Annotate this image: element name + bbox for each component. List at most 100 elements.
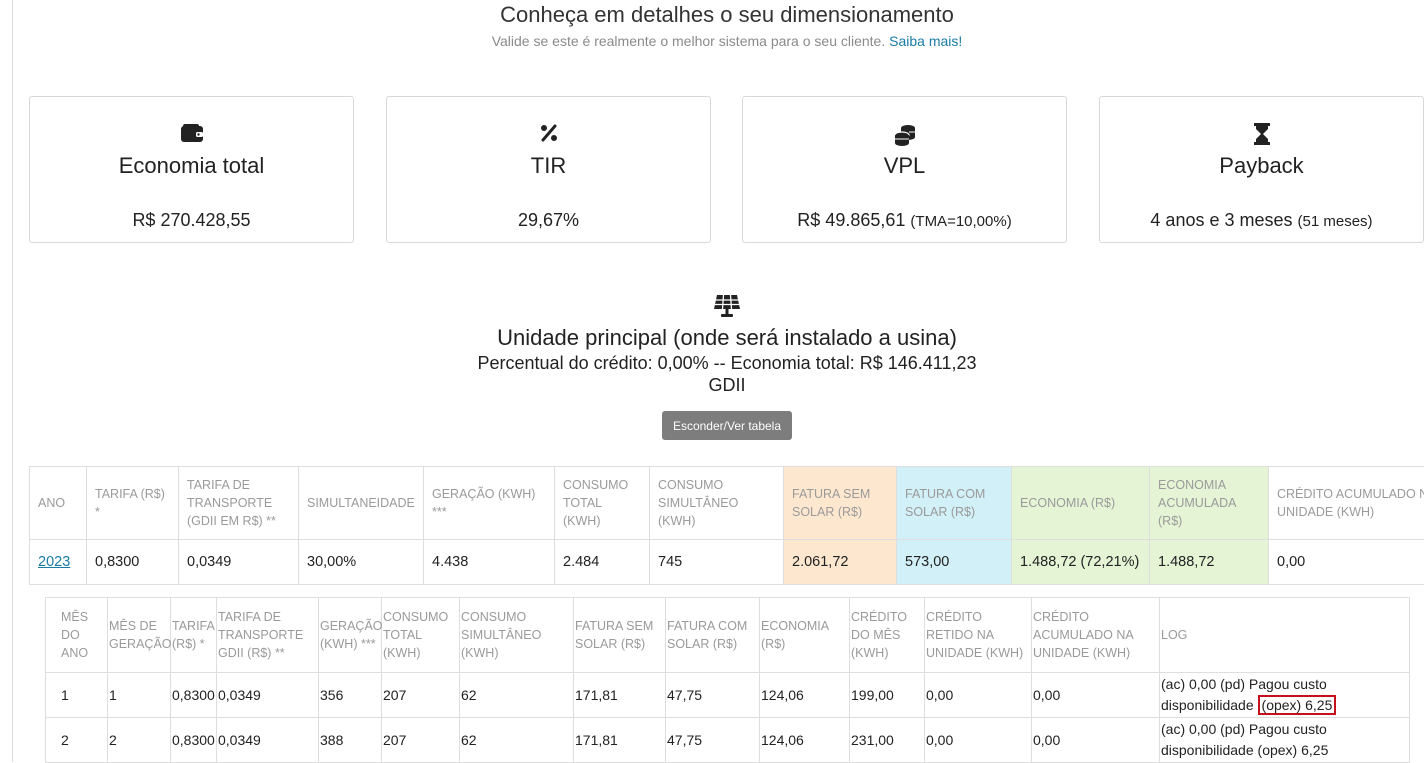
year-table-header: ANO TARIFA (R$) * TARIFA DE TRANSPORTE (… [30,467,1424,540]
col-header: FATURA SEM SOLAR (R$) [574,598,666,673]
unit-title: Unidade principal (onde será instalado a… [0,324,1424,352]
card-vpl: VPL R$ 49.865,61 (TMA=10,00%) [742,96,1067,243]
table-cell: 0,00 [925,673,1032,718]
card-economia-total: Economia total R$ 270.428,55 [29,96,354,243]
card-value: R$ 49.865,61 (TMA=10,00%) [743,210,1066,231]
credit-line: Percentual do crédito: 0,00% -- Economia… [0,352,1424,374]
unit-type: GDII [0,374,1424,396]
table-cell: 388 [319,718,382,763]
table-cell: 1.488,72 (72,21%) [1012,540,1150,585]
card-title: TIR [387,153,710,179]
coins-icon [743,123,1066,147]
col-header: SIMULTANEIDADE [299,467,424,540]
table-cell: 62 [460,718,574,763]
table-cell: 47,75 [666,673,760,718]
card-value: R$ 270.428,55 [30,210,353,231]
card-value: 29,67% [387,210,710,231]
table-cell: 573,00 [897,540,1012,585]
opex-text: (opex) 6,25 [1258,742,1329,758]
col-header: MÊS DO ANO [46,598,108,673]
col-header: TARIFA (R$) * [87,467,179,540]
table-cell: 0,00 [1269,540,1424,585]
col-header: FATURA COM SOLAR (R$) [897,467,1012,540]
toggle-table-button[interactable]: Esconder/Ver tabela [662,411,792,440]
table-cell: 1 [108,673,171,718]
col-header: ECONOMIA ACUMULADA (R$) [1150,467,1269,540]
table-cell: 0,0349 [217,718,319,763]
col-header: LOG [1160,598,1410,673]
table-cell: 0,00 [925,718,1032,763]
table-cell: 171,81 [574,673,666,718]
table-cell: 2.061,72 [784,540,897,585]
col-header: CONSUMO SIMULTÂNEO (KWH) [650,467,784,540]
table-cell: 4.438 [424,540,555,585]
table-cell: 231,00 [850,718,925,763]
col-header: CRÉDITO RETIDO NA UNIDADE (KWH) [925,598,1032,673]
table-cell: 2 [46,718,108,763]
col-header: ANO [30,467,87,540]
card-title: Economia total [30,153,353,179]
col-header: TARIFA DE TRANSPORTE (GDII EM R$) ** [179,467,299,540]
col-header: GERAÇÃO (KWH) *** [319,598,382,673]
card-value: 4 anos e 3 meses (51 meses) [1100,210,1423,231]
table-cell: 0,00 [1032,718,1160,763]
col-header: TARIFA DE TRANSPORTE GDII (R$) ** [217,598,319,673]
year-cell[interactable]: 2023 [30,540,87,585]
table-cell: 0,8300 [87,540,179,585]
card-payback: Payback 4 anos e 3 meses (51 meses) [1099,96,1424,243]
col-header: MÊS DE GERAÇÃO [108,598,171,673]
wallet-icon [30,123,353,147]
year-table: ANO TARIFA (R$) * TARIFA DE TRANSPORTE (… [29,466,1424,585]
year-link[interactable]: 2023 [38,554,70,570]
col-header: ECONOMIA (R$) [1012,467,1150,540]
table-cell: 207 [382,673,460,718]
col-header: GERAÇÃO (KWH) *** [424,467,555,540]
log-cell: (ac) 0,00 (pd) Pagou custo disponibilida… [1160,718,1410,763]
col-header: TARIFA (R$) * [171,598,217,673]
col-header: CONSUMO TOTAL (KWH) [382,598,460,673]
card-title: VPL [743,153,1066,179]
table-cell: 0,8300 [171,718,217,763]
col-header: CONSUMO SIMULTÂNEO (KWH) [460,598,574,673]
table-cell: 0,8300 [171,673,217,718]
table-cell: 30,00% [299,540,424,585]
col-header: FATURA COM SOLAR (R$) [666,598,760,673]
table-row: 2023 0,8300 0,0349 30,00% 4.438 2.484 74… [30,540,1424,585]
table-row: 2 2 0,8300 0,0349 388 207 62 171,81 47,7… [46,718,1410,763]
table-cell: 0,0349 [179,540,299,585]
unit-section: Unidade principal (onde será instalado a… [0,294,1424,396]
table-cell: 0,0349 [217,673,319,718]
col-header: FATURA SEM SOLAR (R$) [784,467,897,540]
page-subtitle: Valide se este é realmente o melhor sist… [0,33,1424,49]
table-cell: 124,06 [760,673,850,718]
table-cell: 62 [460,673,574,718]
table-cell: 1.488,72 [1150,540,1269,585]
solar-panel-icon [0,294,1424,322]
hourglass-icon [1100,123,1423,147]
table-cell: 2.484 [555,540,650,585]
opex-highlight: (opex) 6,25 [1258,695,1337,715]
table-cell: 745 [650,540,784,585]
subtitle-text: Valide se este é realmente o melhor sist… [492,33,886,49]
card-title: Payback [1100,153,1423,179]
page-title: Conheça em detalhes o seu dimensionament… [0,2,1424,28]
col-header: CONSUMO TOTAL (KWH) [555,467,650,540]
col-header: CRÉDITO ACUMULADO NA UNIDADE (KWH) [1032,598,1160,673]
col-header: CRÉDITO ACUMULADO NA UNIDADE (KWH) [1269,467,1424,540]
col-header: CRÉDITO DO MÊS (KWH) [850,598,925,673]
card-tir: TIR 29,67% [386,96,711,243]
log-cell: (ac) 0,00 (pd) Pagou custo disponibilida… [1160,673,1410,718]
table-row: 1 1 0,8300 0,0349 356 207 62 171,81 47,7… [46,673,1410,718]
learn-more-link[interactable]: Saiba mais! [889,33,962,49]
table-cell: 171,81 [574,718,666,763]
month-table-header: MÊS DO ANO MÊS DE GERAÇÃO TARIFA (R$) * … [46,598,1410,673]
table-cell: 199,00 [850,673,925,718]
month-table: MÊS DO ANO MÊS DE GERAÇÃO TARIFA (R$) * … [45,597,1410,763]
col-header: ECONOMIA (R$) [760,598,850,673]
table-cell: 2 [108,718,171,763]
table-cell: 207 [382,718,460,763]
table-cell: 1 [46,673,108,718]
table-cell: 356 [319,673,382,718]
percent-icon [387,123,710,147]
table-cell: 124,06 [760,718,850,763]
